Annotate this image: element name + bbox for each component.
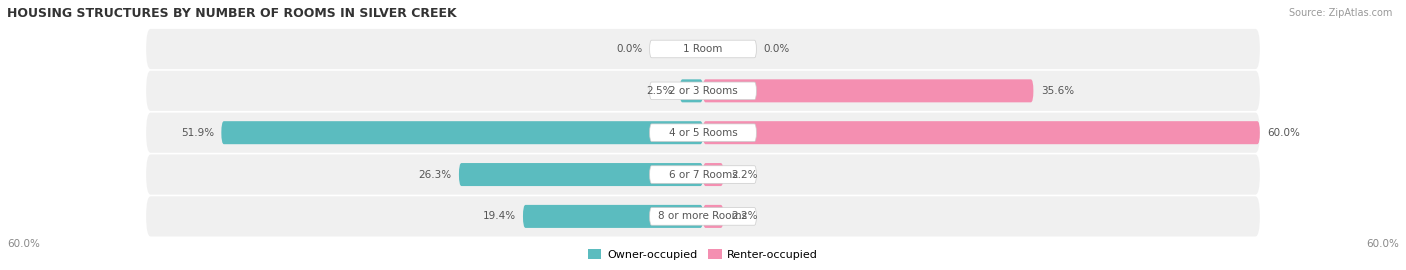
Text: 19.4%: 19.4% bbox=[482, 211, 516, 221]
FancyBboxPatch shape bbox=[146, 71, 1260, 111]
Text: 2.5%: 2.5% bbox=[645, 86, 672, 96]
FancyBboxPatch shape bbox=[146, 196, 1260, 237]
FancyBboxPatch shape bbox=[703, 205, 724, 228]
FancyBboxPatch shape bbox=[146, 29, 1260, 69]
Text: Source: ZipAtlas.com: Source: ZipAtlas.com bbox=[1288, 8, 1392, 18]
FancyBboxPatch shape bbox=[650, 208, 756, 225]
FancyBboxPatch shape bbox=[523, 205, 703, 228]
Text: 1 Room: 1 Room bbox=[683, 44, 723, 54]
Text: 26.3%: 26.3% bbox=[419, 170, 451, 180]
Text: HOUSING STRUCTURES BY NUMBER OF ROOMS IN SILVER CREEK: HOUSING STRUCTURES BY NUMBER OF ROOMS IN… bbox=[7, 7, 457, 20]
FancyBboxPatch shape bbox=[650, 166, 756, 183]
Legend: Owner-occupied, Renter-occupied: Owner-occupied, Renter-occupied bbox=[583, 245, 823, 264]
Text: 0.0%: 0.0% bbox=[763, 44, 790, 54]
Text: 8 or more Rooms: 8 or more Rooms bbox=[658, 211, 748, 221]
FancyBboxPatch shape bbox=[650, 40, 756, 58]
Text: 4 or 5 Rooms: 4 or 5 Rooms bbox=[669, 128, 737, 138]
Text: 60.0%: 60.0% bbox=[1367, 239, 1399, 249]
FancyBboxPatch shape bbox=[146, 154, 1260, 195]
Text: 35.6%: 35.6% bbox=[1040, 86, 1074, 96]
Text: 0.0%: 0.0% bbox=[616, 44, 643, 54]
FancyBboxPatch shape bbox=[703, 121, 1260, 144]
Text: 2 or 3 Rooms: 2 or 3 Rooms bbox=[669, 86, 737, 96]
FancyBboxPatch shape bbox=[650, 124, 756, 141]
FancyBboxPatch shape bbox=[146, 113, 1260, 153]
FancyBboxPatch shape bbox=[679, 79, 703, 102]
Text: 6 or 7 Rooms: 6 or 7 Rooms bbox=[669, 170, 737, 180]
Text: 2.2%: 2.2% bbox=[731, 211, 758, 221]
Text: 2.2%: 2.2% bbox=[731, 170, 758, 180]
Text: 60.0%: 60.0% bbox=[1267, 128, 1301, 138]
Text: 51.9%: 51.9% bbox=[181, 128, 214, 138]
FancyBboxPatch shape bbox=[703, 79, 1033, 102]
Text: 60.0%: 60.0% bbox=[7, 239, 39, 249]
FancyBboxPatch shape bbox=[703, 163, 724, 186]
FancyBboxPatch shape bbox=[650, 82, 756, 100]
FancyBboxPatch shape bbox=[458, 163, 703, 186]
FancyBboxPatch shape bbox=[221, 121, 703, 144]
